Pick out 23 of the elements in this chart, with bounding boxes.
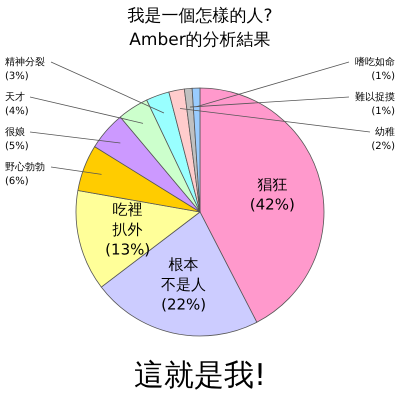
data-label: (4%) [5, 106, 29, 117]
data-label: (1%) [371, 106, 396, 117]
slice-label: 精神分裂 [5, 56, 45, 68]
chart-title: 我是一個怎樣的人? [127, 6, 273, 26]
data-label: (13%) [105, 240, 150, 259]
slice-label: 很娘 [5, 126, 25, 138]
data-label: (42%) [250, 195, 295, 214]
data-label: (5%) [5, 141, 29, 152]
slice-label: 幼稚 [375, 126, 395, 138]
chart-subtitle: Amber的分析結果 [129, 30, 271, 50]
data-label: (6%) [5, 176, 29, 187]
slice-label: 野心勃勃 [5, 161, 45, 173]
text: 這就是我! [134, 358, 266, 393]
data-label: (1%) [371, 71, 396, 82]
data-label: (3%) [5, 71, 29, 82]
slice-label: 嗜吃如命 [355, 56, 395, 68]
slice-label: 猖狂 [257, 175, 288, 194]
slice-label: 難以捉摸 [355, 91, 395, 103]
data-label: (2%) [371, 141, 396, 152]
data-label: (22%) [161, 296, 206, 314]
slice-label: 吃裡扒外 [112, 200, 143, 239]
slice-label: 天才 [5, 91, 25, 103]
slice-label: 根本不是人 [161, 256, 206, 294]
